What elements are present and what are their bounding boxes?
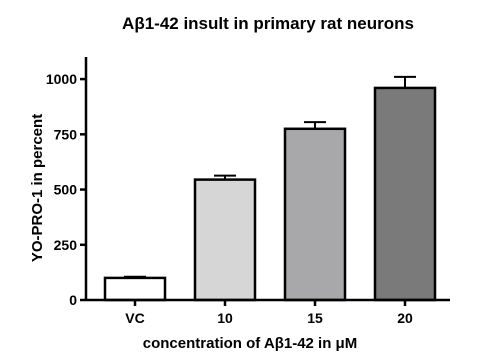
y-axis-label: YO-PRO-1 in percent [29, 114, 46, 262]
bar-15 [283, 127, 347, 302]
plot-area: 0 250 500 750 1000 VC 10 15 20 [46, 57, 450, 326]
bar-vc [103, 276, 167, 302]
y-tick-label-750: 750 [54, 126, 78, 142]
y-tick-label-0: 0 [69, 292, 77, 308]
x-tick-label-vc: VC [125, 310, 144, 326]
bar-20 [373, 86, 437, 302]
x-tick-label-15: 15 [307, 310, 323, 326]
x-tick-label-20: 20 [397, 310, 413, 326]
bar-10 [193, 178, 257, 302]
x-tick-label-10: 10 [217, 310, 233, 326]
chart-title: Aβ1-42 insult in primary rat neurons [122, 14, 414, 33]
y-tick-label-1000: 1000 [46, 71, 77, 87]
x-axis-label: concentration of Aβ1-42 in μM [143, 335, 357, 352]
y-tick-label-250: 250 [54, 237, 78, 253]
y-tick-label-500: 500 [54, 182, 78, 198]
